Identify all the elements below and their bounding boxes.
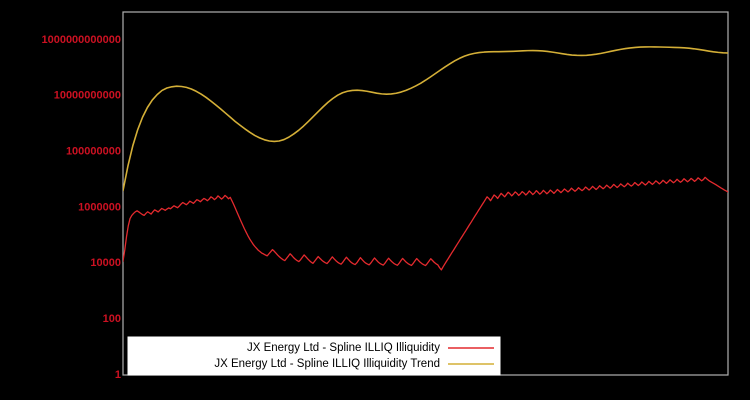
y-axis-tick-label: 10000: [90, 257, 121, 269]
chart-legend[interactable]: JX Energy Ltd - Spline ILLIQ Illiquidity…: [127, 336, 501, 376]
legend-label[interactable]: JX Energy Ltd - Spline ILLIQ Illiquidity: [247, 342, 440, 354]
y-axis-tick-label: 1000000000000: [41, 34, 121, 46]
legend-label[interactable]: JX Energy Ltd - Spline ILLIQ Illiquidity…: [214, 358, 440, 370]
y-axis-tick-label: 1: [115, 369, 121, 381]
y-axis-tick-label: 100000000: [66, 146, 121, 158]
legend-background: [127, 336, 501, 376]
series-line-illiquidity: [123, 176, 728, 271]
data-series-group: [123, 46, 728, 271]
y-axis-tick-labels: 1 100 10000 1000000 100000000 10000000000 1000…: [41, 34, 121, 381]
series-line-illiquidity-trend: [123, 46, 728, 192]
y-axis-tick-label: 100: [103, 313, 121, 325]
y-axis-tick-label: 1000000: [78, 201, 121, 213]
y-axis-tick-label: 10000000000: [54, 90, 121, 102]
